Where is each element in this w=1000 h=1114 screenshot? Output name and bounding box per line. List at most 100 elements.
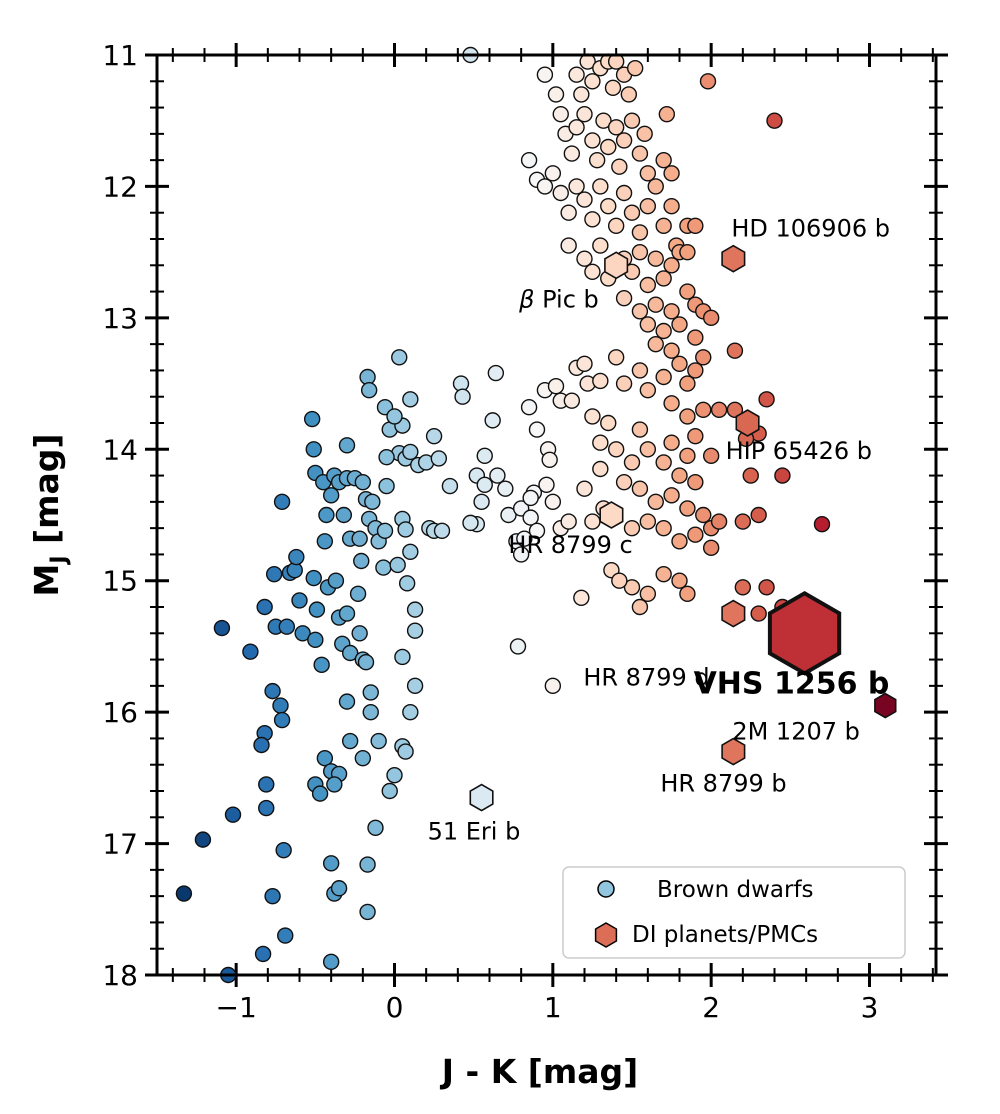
brown-dwarf-point [687,329,704,346]
y-axis-label: MJ [mag] [27,434,72,597]
brown-dwarf-point [584,73,601,90]
brown-dwarf-point [308,601,326,618]
brown-dwarf-point [631,598,649,616]
brown-dwarf-point [588,151,606,169]
brown-dwarf-point [710,401,728,419]
brown-dwarf-point [631,421,649,438]
brown-dwarf-point [560,237,577,254]
brown-dwarf-point [604,79,622,97]
brown-dwarf-point [528,421,546,438]
y-axis-label-main: M [27,564,66,597]
brown-dwarf-point [734,579,752,596]
planet-point [767,590,842,676]
brown-dwarf-point [576,105,593,123]
brown-dwarf-point [563,145,581,162]
brown-dwarf-point [647,335,664,353]
brown-dwarf-point [631,362,649,379]
brown-dwarf-point [695,349,712,366]
brown-dwarf-point [611,572,628,589]
x-tick-label: −1 [216,991,257,1024]
brown-dwarf-point [687,473,704,491]
brown-dwarf-point [758,391,775,408]
brown-dwarf-point [353,552,370,570]
brown-dwarf-point [655,565,672,583]
brown-dwarf-point [592,178,609,195]
y-tick-labels: 11 12 13 14 15 16 17 18 [102,39,138,992]
brown-dwarf-point [433,522,451,539]
brown-dwarf-point [679,243,696,261]
brown-dwarf-point [626,59,644,77]
brown-dwarf-point [275,841,292,859]
brown-dwarf-point [623,454,641,471]
y-axis-label-sub: J [47,555,72,565]
brown-dwarf-point [256,598,273,616]
brown-dwarf-point [639,381,657,399]
brown-dwarf-point [520,151,538,169]
brown-dwarf-point [573,589,590,606]
legend-box [562,866,906,959]
brown-dwarf-point [702,309,720,327]
brown-dwarf-point [520,399,538,416]
brown-dwarf-point [335,506,353,524]
brown-dwarf-point [576,480,593,497]
planet-point [604,251,629,280]
brown-dwarf-point [726,342,744,359]
y-tick-label: 13 [102,302,138,335]
brown-dwarf-point [679,375,696,392]
brown-dwarf-point [406,677,424,695]
brown-dwarf-point [766,112,783,129]
brown-dwarf-point [611,158,628,175]
brown-dwarf-point [563,392,581,409]
brown-dwarf-point [349,585,367,603]
brown-dwarf-point [341,644,359,662]
brown-dwarf-point [695,506,712,524]
brown-dwarf-point [341,732,359,750]
brown-dwarf-point [663,434,680,451]
planet-label: HD 106906 b [731,215,890,243]
brown-dwarf-point [362,684,379,701]
x-tick-labels: −1 0 1 2 3 [216,991,879,1024]
brown-dwarf-point [402,391,419,408]
brown-dwarf-point [647,296,664,313]
brown-dwarf-point [291,592,308,609]
brown-dwarf-point [702,447,720,465]
brown-dwarf-point [386,767,403,784]
brown-dwarf-point [288,548,305,566]
brown-dwarf-point [623,519,641,537]
brown-dwarf-point [615,132,633,149]
brown-dwarf-point [687,526,704,543]
planet-points [469,244,897,812]
brown-dwarf-point [623,112,641,129]
brown-dwarf-point [484,412,501,429]
brown-dwarf-point [360,381,378,399]
brown-dwarf-point [497,480,514,497]
brown-dwarf-point [671,467,688,484]
planet-label-rest: Pic b [534,285,598,313]
brown-dwarf-point [536,178,554,195]
brown-dwarf-point [522,489,539,507]
brown-dwarf-point [631,243,649,261]
brown-dwarf-point [406,601,424,618]
x-axis-label: J - K [mag] [440,1052,638,1091]
brown-dwarf-point [631,145,649,162]
brown-dwarf-point [658,105,676,123]
brown-dwarf-point [663,487,680,504]
brown-dwarf-point [702,539,720,557]
brown-dwarf-point [623,579,641,596]
brown-dwarf-point [367,819,384,836]
y-tick-label: 17 [102,828,138,861]
brown-dwarf-point [620,86,638,103]
brown-dwarf-point [318,506,335,524]
brown-dwarf-point [584,408,601,425]
brown-dwarf-point [522,509,539,526]
brown-dwarf-point [600,138,617,156]
brown-dwarf-point [362,703,379,721]
brown-dwarf-point [695,401,712,419]
brown-dwarf-point [509,638,527,655]
planet-label: HR 8799 b [660,770,786,798]
brown-dwarf-point [406,622,424,639]
brown-dwarf-point [402,443,419,461]
brown-dwarf-point [359,903,376,921]
brown-dwarf-point [592,372,609,390]
brown-dwarf-point [592,237,609,254]
